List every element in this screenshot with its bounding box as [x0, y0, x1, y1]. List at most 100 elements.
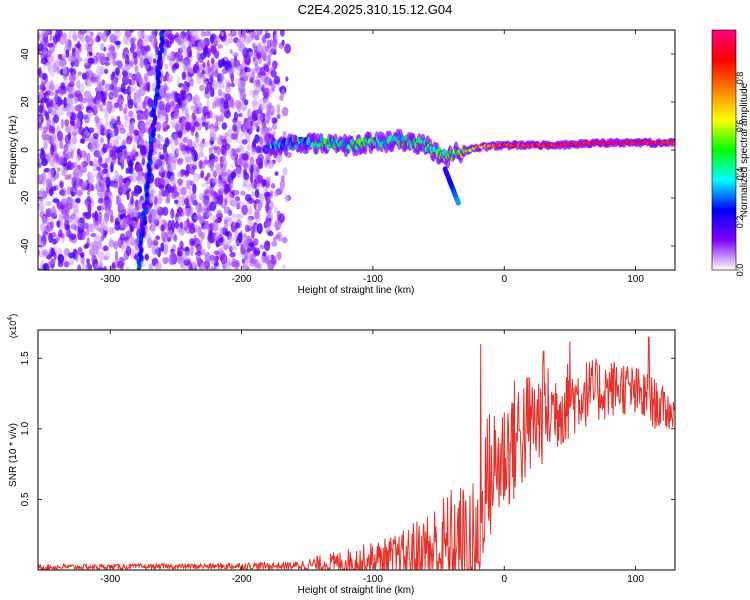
noise-cell	[38, 201, 45, 211]
x-tick-label: -200	[232, 274, 252, 285]
noise-cell	[49, 79, 54, 90]
noise-cell	[244, 161, 252, 170]
noise-cell	[58, 229, 63, 238]
noise-cell	[136, 136, 145, 148]
noise-cell	[114, 87, 122, 93]
noise-cell	[77, 222, 84, 228]
noise-cell	[173, 111, 180, 120]
noise-cell	[59, 140, 64, 150]
noise-cell	[62, 199, 67, 206]
noise-cell	[214, 35, 221, 45]
noise-cell	[121, 52, 126, 60]
noise-cell	[217, 44, 224, 49]
noise-cell	[68, 39, 72, 51]
noise-cell	[131, 171, 137, 183]
noise-cell	[216, 99, 222, 106]
noise-cell	[90, 232, 97, 238]
noise-cell	[259, 193, 265, 202]
noise-cell	[147, 209, 152, 216]
noise-cell	[144, 63, 150, 70]
noise-cell	[87, 90, 92, 100]
noise-cell	[183, 61, 187, 72]
noise-cell	[155, 121, 162, 131]
noise-cell	[252, 57, 256, 63]
colorbar-bar	[711, 29, 737, 271]
noise-cell	[173, 62, 180, 70]
noise-cell	[189, 223, 196, 235]
noise-cell	[157, 143, 164, 151]
noise-cell	[100, 137, 104, 143]
noise-cell	[86, 195, 91, 203]
noise-cell	[248, 89, 254, 96]
noise-cell	[232, 52, 239, 58]
snr-x-ticks: -300 -200 -100 0 100	[100, 330, 644, 585]
noise-cell	[93, 132, 99, 140]
noise-cell	[69, 85, 76, 97]
noise-cell	[129, 87, 136, 93]
noise-cell	[264, 114, 269, 124]
noise-cell	[96, 205, 102, 211]
snr-y-multiplier: (x104)	[7, 314, 18, 338]
noise-cell	[88, 171, 94, 180]
noise-cell	[98, 251, 106, 261]
noise-cell	[49, 34, 53, 42]
noise-cell	[224, 79, 230, 86]
noise-cell	[175, 216, 182, 222]
noise-cell	[251, 100, 258, 110]
noise-cell	[223, 238, 227, 246]
noise-cell	[176, 75, 181, 87]
noise-cell	[56, 66, 60, 75]
noise-cell	[158, 116, 166, 121]
noise-cell	[130, 195, 134, 205]
noise-cell	[170, 145, 177, 153]
noise-cell	[273, 75, 281, 85]
noise-cell	[201, 196, 206, 204]
noise-cell	[130, 236, 135, 247]
noise-cell	[97, 170, 104, 179]
noise-cell	[105, 252, 111, 260]
noise-cell	[234, 77, 240, 85]
noise-cell	[244, 200, 250, 207]
noise-cell	[42, 126, 49, 133]
noise-cell	[158, 184, 165, 190]
noise-cell	[154, 30, 158, 36]
x-tick-label: 0	[501, 274, 507, 285]
noise-cell	[98, 52, 106, 60]
noise-cell	[154, 263, 158, 270]
noise-cell	[122, 128, 126, 134]
noise-cell	[248, 31, 253, 37]
noise-cell	[228, 193, 234, 205]
noise-cell	[147, 237, 153, 249]
noise-cell	[225, 84, 231, 94]
noise-cell	[119, 156, 126, 164]
noise-cell	[66, 111, 72, 117]
noise-cell	[94, 263, 99, 269]
noise-cell	[129, 158, 134, 168]
noise-cell	[45, 111, 50, 120]
noise-cell	[38, 104, 43, 114]
noise-cell	[87, 110, 93, 119]
noise-cell	[88, 142, 95, 152]
noise-cell	[133, 188, 140, 197]
noise-cell	[219, 226, 224, 236]
noise-cell	[221, 122, 228, 130]
noise-cell	[117, 236, 121, 247]
noise-cell	[200, 263, 205, 270]
noise-cell	[279, 30, 285, 37]
noise-cell	[259, 244, 266, 250]
chart-title: C2E4.2025.310.15.12.G04	[297, 2, 453, 17]
noise-cell	[51, 231, 57, 238]
noise-cell	[42, 49, 48, 55]
noise-cell	[108, 44, 116, 54]
noise-cell	[68, 143, 76, 154]
noise-cell	[276, 251, 282, 260]
noise-cell	[98, 81, 102, 93]
y-tick-label: 40	[20, 48, 31, 60]
noise-cell	[267, 230, 274, 237]
noise-cell	[87, 203, 91, 215]
noise-cell	[59, 204, 65, 210]
noise-cell	[220, 31, 224, 37]
noise-cell	[220, 253, 228, 265]
noise-cell	[76, 79, 81, 89]
noise-cell	[54, 91, 58, 103]
